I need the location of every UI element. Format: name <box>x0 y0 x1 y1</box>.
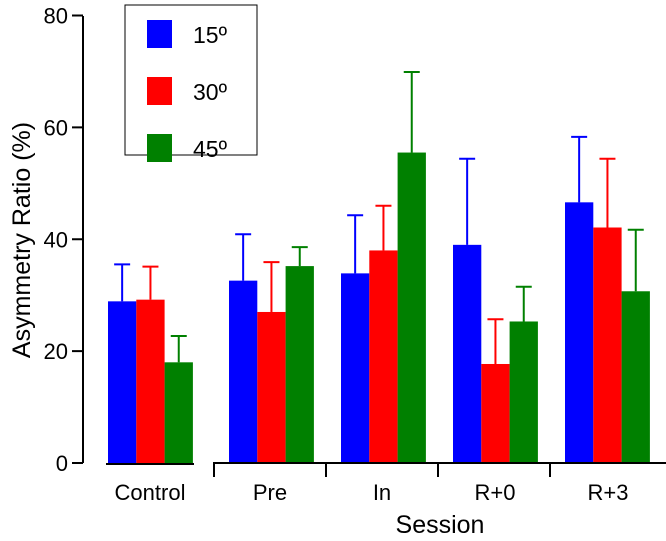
x-tick-label: Control <box>115 480 186 505</box>
bar-Control-1 <box>136 299 165 463</box>
x-tick-label: In <box>373 480 391 505</box>
y-tick-label: 60 <box>44 115 68 140</box>
y-ticks: 0 20 40 60 80 <box>44 4 83 476</box>
bar-Pre-1 <box>257 311 286 463</box>
x-tick-labels: Control Pre In R+0 R+3 <box>115 480 629 505</box>
bar-R+3-1 <box>593 227 622 463</box>
legend-label: 15º <box>193 22 228 48</box>
x-tick-label: R+3 <box>588 480 629 505</box>
legend-label: 45º <box>193 136 228 162</box>
bar-R+0-1 <box>481 363 510 463</box>
bar-R+0-0 <box>453 244 482 463</box>
bar-R+3-0 <box>565 202 594 464</box>
bar-In-1 <box>369 250 398 463</box>
bar-In-2 <box>397 152 426 463</box>
y-axis-title: Asymmetry Ratio (%) <box>8 122 36 358</box>
bar-Pre-2 <box>285 266 314 463</box>
legend-swatch <box>147 134 172 162</box>
x-tick-label: R+0 <box>475 480 516 505</box>
bar-Control-0 <box>108 301 137 463</box>
y-tick-label: 80 <box>44 4 68 29</box>
legend-box <box>124 4 258 156</box>
bar-Pre-0 <box>229 280 258 463</box>
y-tick-label: 40 <box>44 227 68 252</box>
x-axis-title: Session <box>396 511 485 539</box>
legend-label: 30º <box>193 79 228 105</box>
y-tick-label: 0 <box>56 451 68 476</box>
bar-In-0 <box>341 273 370 463</box>
bars-layer <box>108 70 650 464</box>
legend-swatch <box>147 77 172 105</box>
legend-swatch <box>147 20 172 48</box>
y-tick-label: 20 <box>44 339 68 364</box>
legend: 15º 30º 45º <box>124 4 258 162</box>
x-tick-label: Pre <box>253 480 287 505</box>
bar-Control-2 <box>164 362 193 463</box>
bar-R+3-2 <box>621 291 650 463</box>
bar-R+0-2 <box>509 321 538 463</box>
